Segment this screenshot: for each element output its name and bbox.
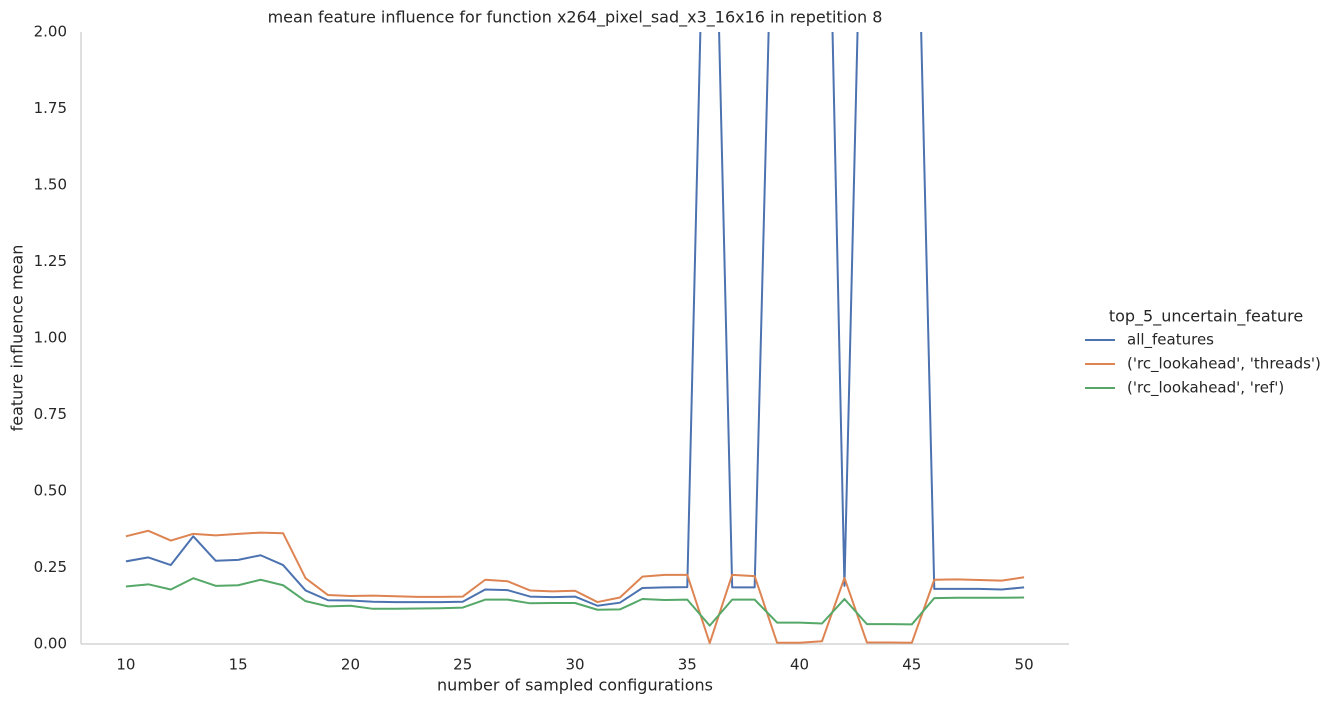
x-tick-label: 15 <box>229 656 248 674</box>
x-axis-label: number of sampled configurations <box>437 676 713 695</box>
legend-label: ('rc_lookahead', 'ref') <box>1127 379 1284 398</box>
x-tick-label: 50 <box>1015 656 1034 674</box>
y-tick-label: 0.25 <box>34 558 67 576</box>
x-tick-label: 35 <box>678 656 697 674</box>
x-tick-label: 10 <box>116 656 135 674</box>
y-tick-label: 0.50 <box>34 482 67 500</box>
y-tick-label: 1.25 <box>34 252 67 270</box>
legend-title: top_5_uncertain_feature <box>1109 307 1303 327</box>
y-tick-label: 0.75 <box>34 405 67 423</box>
legend-label: ('rc_lookahead', 'threads') <box>1127 355 1321 374</box>
legend-label: all_features <box>1127 331 1214 350</box>
x-tick-label: 25 <box>453 656 472 674</box>
data-line <box>125 529 1025 644</box>
data-line <box>125 577 1025 627</box>
x-tick-label: 45 <box>902 656 921 674</box>
y-tick-label: 1.50 <box>34 176 67 194</box>
plot-area <box>125 32 1025 644</box>
y-tick-label: 1.75 <box>34 99 67 117</box>
y-tick-label: 1.00 <box>34 329 67 347</box>
y-tick-label: 2.00 <box>34 23 67 41</box>
x-tick-label: 20 <box>341 656 360 674</box>
data-line <box>125 32 1025 607</box>
y-axis-label: feature influence mean <box>8 245 27 432</box>
x-tick-label: 30 <box>565 656 584 674</box>
y-tick-label: 0.00 <box>34 635 67 653</box>
chart-title: mean feature influence for function x264… <box>268 8 883 28</box>
x-tick-label: 40 <box>790 656 809 674</box>
